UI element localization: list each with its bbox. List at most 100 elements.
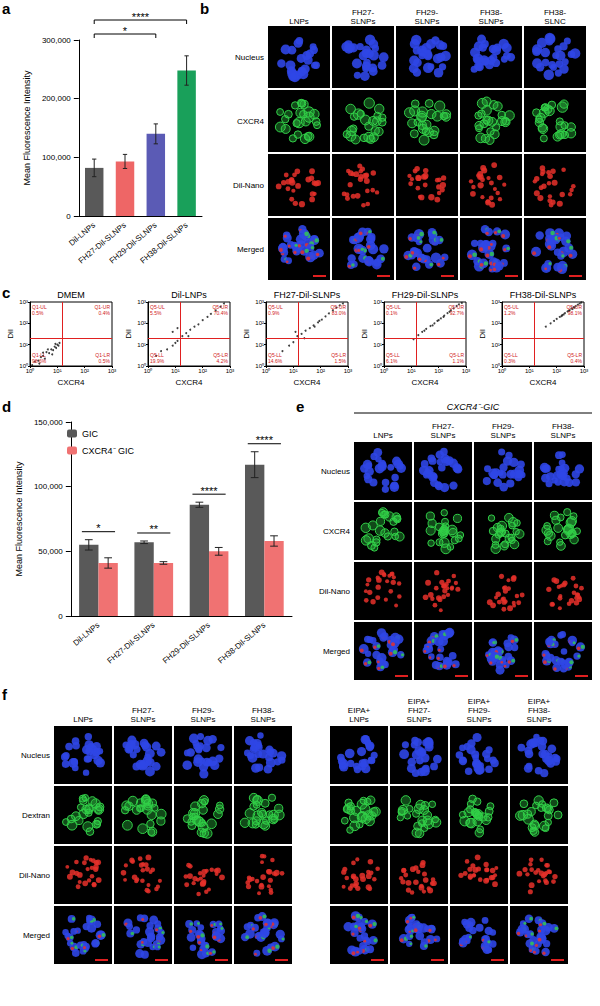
- svg-text:Dil: Dil: [360, 329, 369, 339]
- svg-text:14.6%: 14.6%: [268, 358, 283, 364]
- svg-text:FH38-SLNPs: FH38-SLNPs: [551, 422, 576, 440]
- svg-text:10³: 10³: [255, 299, 264, 305]
- svg-text:FH38-SLNPs: FH38-SLNPs: [479, 8, 504, 26]
- svg-text:300,000: 300,000: [42, 36, 71, 45]
- svg-text:10¹: 10¹: [19, 342, 28, 348]
- svg-text:10³: 10³: [137, 299, 146, 305]
- svg-text:10¹: 10¹: [137, 342, 146, 348]
- svg-text:10¹: 10¹: [373, 342, 382, 348]
- svg-text:CXCR4⁻-GIC: CXCR4⁻-GIC: [447, 402, 500, 412]
- svg-text:FH27-SLNPs: FH27-SLNPs: [131, 706, 156, 724]
- svg-text:0.1%: 0.1%: [386, 310, 398, 316]
- svg-text:FH38-Dil-SLNPs: FH38-Dil-SLNPs: [216, 621, 267, 666]
- svg-text:10⁰: 10⁰: [380, 367, 389, 374]
- svg-text:FH27-SLNPs: FH27-SLNPs: [351, 8, 376, 26]
- svg-text:EIPA+FH27-SLNPs: EIPA+FH27-SLNPs: [407, 697, 432, 724]
- svg-text:1.2%: 1.2%: [504, 310, 516, 316]
- svg-text:6.1%: 6.1%: [386, 358, 398, 364]
- svg-text:10⁰: 10⁰: [144, 367, 153, 374]
- svg-text:0.4%: 0.4%: [99, 310, 111, 316]
- svg-text:10³: 10³: [373, 299, 382, 305]
- svg-text:Mean Fluorescence Intensity: Mean Fluorescence Intensity: [22, 70, 32, 186]
- svg-text:GIC: GIC: [82, 429, 99, 439]
- svg-text:Dil-LNPs: Dil-LNPs: [71, 621, 101, 648]
- svg-text:1.1%: 1.1%: [453, 358, 465, 364]
- svg-text:100,000: 100,000: [42, 153, 71, 162]
- svg-text:10²: 10²: [19, 320, 28, 326]
- svg-text:FH38-SLNC: FH38-SLNC: [544, 8, 567, 26]
- svg-text:Dil-Nano: Dil-Nano: [319, 587, 351, 596]
- svg-text:0: 0: [66, 212, 71, 221]
- svg-text:10²: 10²: [255, 320, 264, 326]
- svg-text:EIPA+FH38-SLNPs: EIPA+FH38-SLNPs: [527, 697, 552, 724]
- svg-text:**: **: [149, 523, 158, 535]
- svg-text:5.5%: 5.5%: [150, 310, 162, 316]
- svg-text:83.0%: 83.0%: [332, 310, 347, 316]
- svg-text:Dil-Nano: Dil-Nano: [19, 871, 51, 880]
- svg-text:0.4%: 0.4%: [571, 358, 583, 364]
- svg-text:10¹: 10¹: [407, 368, 416, 374]
- svg-text:Merged: Merged: [23, 931, 50, 940]
- svg-text:1.5%: 1.5%: [335, 358, 347, 364]
- svg-text:0.9%: 0.9%: [268, 310, 280, 316]
- svg-text:10³: 10³: [344, 368, 353, 374]
- svg-text:10²: 10²: [316, 368, 325, 374]
- svg-text:LNPs: LNPs: [373, 431, 393, 440]
- svg-text:FH38-SLNPs: FH38-SLNPs: [251, 706, 276, 724]
- svg-text:10³: 10³: [580, 368, 589, 374]
- svg-text:Merged: Merged: [323, 647, 350, 656]
- svg-text:FH29-Dil-SLNPs: FH29-Dil-SLNPs: [392, 290, 459, 300]
- svg-text:FH29-SLNPs: FH29-SLNPs: [491, 422, 516, 440]
- svg-text:10⁰: 10⁰: [26, 367, 35, 374]
- svg-text:Mean Fluorescence Intensity: Mean Fluorescence Intensity: [14, 461, 24, 577]
- svg-text:****: ****: [132, 11, 150, 23]
- svg-text:10¹: 10¹: [491, 342, 500, 348]
- svg-text:200,000: 200,000: [42, 94, 71, 103]
- svg-text:0.3%: 0.3%: [504, 358, 516, 364]
- svg-text:10²: 10²: [198, 368, 207, 374]
- svg-text:****: ****: [256, 434, 274, 446]
- svg-text:Dil: Dil: [478, 329, 487, 339]
- svg-text:FH27-Dil-SLNPs: FH27-Dil-SLNPs: [106, 621, 157, 666]
- svg-text:CXCR4: CXCR4: [411, 378, 439, 387]
- svg-text:LNPs: LNPs: [73, 715, 93, 724]
- svg-text:*: *: [123, 25, 128, 37]
- svg-text:10³: 10³: [462, 368, 471, 374]
- svg-text:CXCR4: CXCR4: [237, 117, 265, 126]
- svg-text:Nucleus: Nucleus: [235, 53, 264, 62]
- svg-text:4.2%: 4.2%: [217, 358, 229, 364]
- svg-text:FH38-Dil-SLNPs: FH38-Dil-SLNPs: [138, 221, 189, 266]
- svg-text:Dextran: Dextran: [22, 811, 50, 820]
- svg-text:Dil: Dil: [242, 329, 251, 339]
- svg-text:70.4%: 70.4%: [214, 310, 229, 316]
- svg-text:10³: 10³: [226, 368, 235, 374]
- svg-text:EIPA+LNPs: EIPA+LNPs: [348, 706, 371, 724]
- svg-text:0: 0: [58, 612, 63, 621]
- svg-text:50,000: 50,000: [38, 547, 63, 556]
- svg-text:10³: 10³: [108, 368, 117, 374]
- svg-text:10³: 10³: [491, 299, 500, 305]
- svg-text:10²: 10²: [137, 320, 146, 326]
- svg-text:92.7%: 92.7%: [450, 310, 465, 316]
- svg-text:FH38-Dil-SLNPs: FH38-Dil-SLNPs: [510, 290, 577, 300]
- svg-text:10²: 10²: [80, 368, 89, 374]
- svg-text:CXCR4: CXCR4: [529, 378, 557, 387]
- svg-text:FH29-SLNPs: FH29-SLNPs: [191, 706, 216, 724]
- svg-text:*: *: [96, 522, 101, 534]
- svg-text:10¹: 10¹: [525, 368, 534, 374]
- svg-text:FH27-Dil-SLNPs: FH27-Dil-SLNPs: [274, 290, 341, 300]
- svg-text:FH27-SLNPs: FH27-SLNPs: [431, 422, 456, 440]
- svg-text:98.1%: 98.1%: [568, 310, 583, 316]
- svg-text:10¹: 10¹: [53, 368, 62, 374]
- svg-text:Dil: Dil: [124, 329, 133, 339]
- svg-text:10²: 10²: [491, 320, 500, 326]
- svg-text:19.9%: 19.9%: [150, 358, 165, 364]
- svg-text:10¹: 10¹: [289, 368, 298, 374]
- svg-text:FH29-Dil-SLNPs: FH29-Dil-SLNPs: [161, 621, 212, 666]
- svg-text:FH29-SLNPs: FH29-SLNPs: [415, 8, 440, 26]
- svg-text:Merged: Merged: [237, 245, 264, 254]
- svg-text:0.5%: 0.5%: [99, 358, 111, 364]
- svg-text:Dil-Nano: Dil-Nano: [233, 181, 265, 190]
- svg-text:Nucleus: Nucleus: [21, 751, 50, 760]
- svg-text:Nucleus: Nucleus: [321, 467, 350, 476]
